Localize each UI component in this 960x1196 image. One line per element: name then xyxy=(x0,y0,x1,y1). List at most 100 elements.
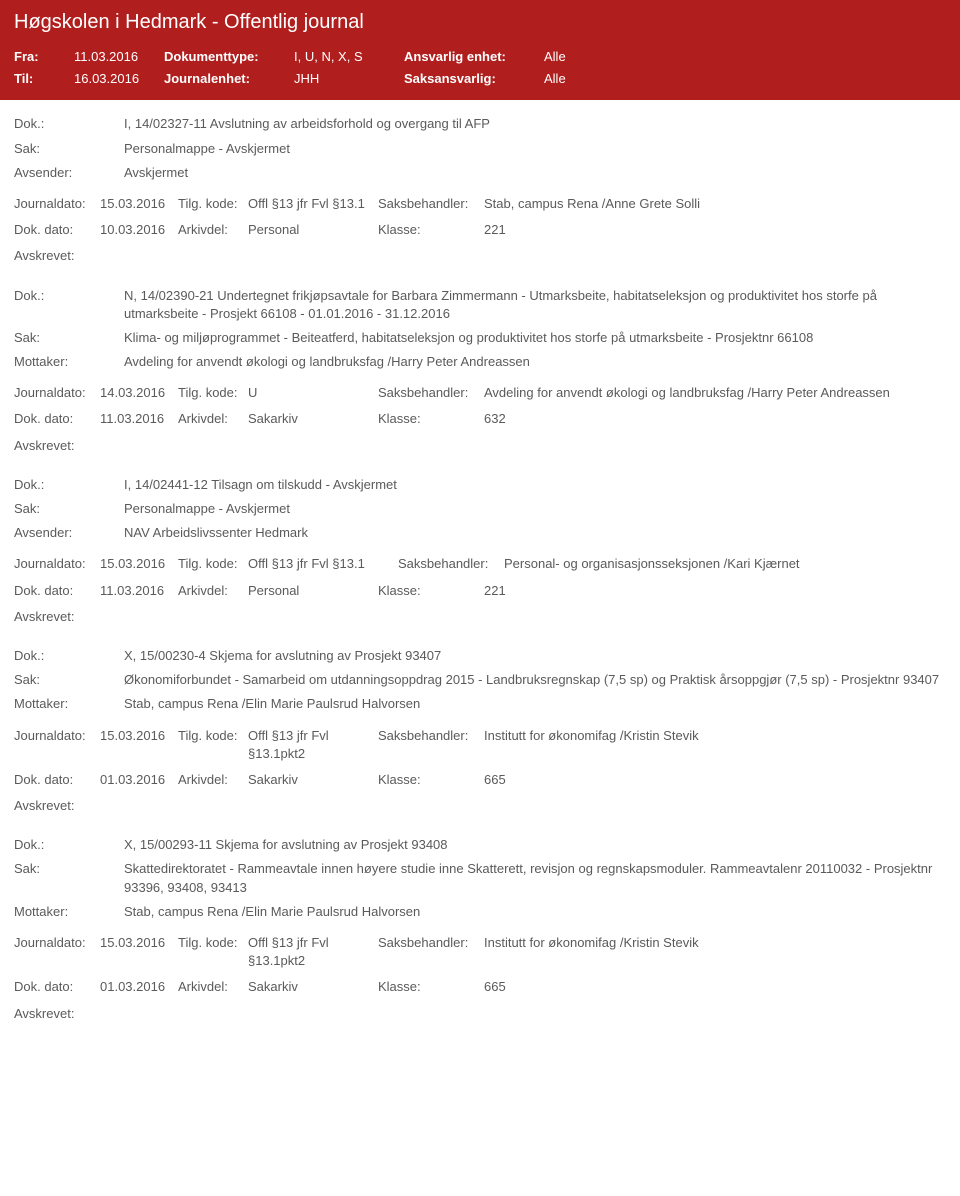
party-label: Mottaker: xyxy=(14,903,124,921)
sak-value: Personalmappe - Avskjermet xyxy=(124,140,946,158)
sak-value: Økonomiforbundet - Samarbeid om utdannin… xyxy=(124,671,946,689)
til-value: 16.03.2016 xyxy=(74,70,164,88)
dok-label: Dok.: xyxy=(14,836,124,854)
journaldato-label: Journaldato: xyxy=(14,384,100,402)
sak-label: Sak: xyxy=(14,140,124,158)
party-value: Stab, campus Rena /Elin Marie Paulsrud H… xyxy=(124,695,946,713)
tilgkode-label: Tilg. kode: xyxy=(178,384,248,402)
arkivdel-value: Sakarkiv xyxy=(248,410,378,428)
fra-value: 11.03.2016 xyxy=(74,48,164,66)
entries-list: Dok.:I, 14/02327-11 Avslutning av arbeid… xyxy=(0,100,960,1028)
tilgkode-label: Tilg. kode: xyxy=(178,934,248,952)
journal-entry: Dok.:I, 14/02441-12 Tilsagn om tilskudd … xyxy=(0,461,960,632)
journal-entry: Dok.:I, 14/02327-11 Avslutning av arbeid… xyxy=(0,100,960,271)
arkivdel-label: Arkivdel: xyxy=(178,410,248,428)
tilgkode-label: Tilg. kode: xyxy=(178,195,248,213)
saksansvarlig-value: Alle xyxy=(544,70,566,88)
klasse-label: Klasse: xyxy=(378,978,484,996)
dok-value: X, 15/00230-4 Skjema for avslutning av P… xyxy=(124,647,946,665)
arkivdel-value: Sakarkiv xyxy=(248,771,378,789)
saksbehandler-label: Saksbehandler: xyxy=(378,195,484,213)
journal-entry: Dok.:N, 14/02390-21 Undertegnet frikjøps… xyxy=(0,272,960,461)
avskrevet-label: Avskrevet: xyxy=(0,602,960,632)
dokdato-label: Dok. dato: xyxy=(14,582,100,600)
dok-value: N, 14/02390-21 Undertegnet frikjøpsavtal… xyxy=(124,287,946,323)
party-value: Avdeling for anvendt økologi og landbruk… xyxy=(124,353,946,371)
sak-value: Skattedirektoratet - Rammeavtale innen h… xyxy=(124,860,946,896)
saksbehandler-value: Avdeling for anvendt økologi og landbruk… xyxy=(484,384,946,402)
klasse-label: Klasse: xyxy=(378,582,484,600)
arkivdel-label: Arkivdel: xyxy=(178,221,248,239)
avskrevet-label: Avskrevet: xyxy=(0,431,960,461)
arkivdel-value: Personal xyxy=(248,582,378,600)
saksbehandler-value: Personal- og organisasjonsseksjonen /Kar… xyxy=(504,555,946,573)
saksbehandler-label: Saksbehandler: xyxy=(378,727,484,745)
dokdato-label: Dok. dato: xyxy=(14,978,100,996)
filter-header: Fra: 11.03.2016 Dokumenttype: I, U, N, X… xyxy=(0,42,960,100)
dok-label: Dok.: xyxy=(14,115,124,133)
sak-value: Klima- og miljøprogrammet - Beiteatferd,… xyxy=(124,329,946,347)
journaldato-value: 15.03.2016 xyxy=(100,934,178,952)
dok-value: I, 14/02327-11 Avslutning av arbeidsforh… xyxy=(124,115,946,133)
journalenhet-value: JHH xyxy=(294,70,404,88)
klasse-value: 665 xyxy=(484,771,946,789)
journaldato-value: 15.03.2016 xyxy=(100,195,178,213)
avskrevet-label: Avskrevet: xyxy=(0,791,960,821)
journaldato-value: 15.03.2016 xyxy=(100,727,178,745)
journaldato-value: 14.03.2016 xyxy=(100,384,178,402)
til-label: Til: xyxy=(14,70,74,88)
journaldato-label: Journaldato: xyxy=(14,195,100,213)
klasse-label: Klasse: xyxy=(378,410,484,428)
saksbehandler-label: Saksbehandler: xyxy=(398,555,504,573)
arkivdel-label: Arkivdel: xyxy=(178,771,248,789)
party-value: Stab, campus Rena /Elin Marie Paulsrud H… xyxy=(124,903,946,921)
party-label: Avsender: xyxy=(14,164,124,182)
dokdato-value: 11.03.2016 xyxy=(100,582,178,600)
dokdato-value: 01.03.2016 xyxy=(100,771,178,789)
ansvarlig-label: Ansvarlig enhet: xyxy=(404,48,544,66)
journal-entry: Dok.:X, 15/00230-4 Skjema for avslutning… xyxy=(0,632,960,821)
dok-label: Dok.: xyxy=(14,287,124,323)
sak-value: Personalmappe - Avskjermet xyxy=(124,500,946,518)
arkivdel-value: Sakarkiv xyxy=(248,978,378,996)
saksbehandler-label: Saksbehandler: xyxy=(378,934,484,952)
dokdato-label: Dok. dato: xyxy=(14,410,100,428)
saksansvarlig-label: Saksansvarlig: xyxy=(404,70,544,88)
party-label: Mottaker: xyxy=(14,353,124,371)
arkivdel-label: Arkivdel: xyxy=(178,582,248,600)
dokdato-value: 10.03.2016 xyxy=(100,221,178,239)
sak-label: Sak: xyxy=(14,860,124,896)
dok-value: I, 14/02441-12 Tilsagn om tilskudd - Avs… xyxy=(124,476,946,494)
doktype-label: Dokumenttype: xyxy=(164,48,294,66)
party-value: Avskjermet xyxy=(124,164,946,182)
arkivdel-label: Arkivdel: xyxy=(178,978,248,996)
doktype-value: I, U, N, X, S xyxy=(294,48,404,66)
klasse-value: 665 xyxy=(484,978,946,996)
tilgkode-value: Offl §13 jfr Fvl §13.1pkt2 xyxy=(248,934,378,970)
dokdato-label: Dok. dato: xyxy=(14,771,100,789)
dokdato-value: 11.03.2016 xyxy=(100,410,178,428)
fra-label: Fra: xyxy=(14,48,74,66)
avskrevet-label: Avskrevet: xyxy=(0,999,960,1029)
saksbehandler-value: Institutt for økonomifag /Kristin Stevik xyxy=(484,934,946,952)
party-value: NAV Arbeidslivssenter Hedmark xyxy=(124,524,946,542)
tilgkode-label: Tilg. kode: xyxy=(178,727,248,745)
arkivdel-value: Personal xyxy=(248,221,378,239)
avskrevet-label: Avskrevet: xyxy=(0,241,960,271)
tilgkode-value: U xyxy=(248,384,378,402)
klasse-value: 632 xyxy=(484,410,946,428)
klasse-label: Klasse: xyxy=(378,221,484,239)
ansvarlig-value: Alle xyxy=(544,48,566,66)
saksbehandler-value: Institutt for økonomifag /Kristin Stevik xyxy=(484,727,946,745)
klasse-label: Klasse: xyxy=(378,771,484,789)
journal-entry: Dok.:X, 15/00293-11 Skjema for avslutnin… xyxy=(0,821,960,1029)
dok-label: Dok.: xyxy=(14,647,124,665)
sak-label: Sak: xyxy=(14,500,124,518)
klasse-value: 221 xyxy=(484,582,946,600)
dok-value: X, 15/00293-11 Skjema for avslutning av … xyxy=(124,836,946,854)
sak-label: Sak: xyxy=(14,329,124,347)
sak-label: Sak: xyxy=(14,671,124,689)
journaldato-value: 15.03.2016 xyxy=(100,555,178,573)
tilgkode-value: Offl §13 jfr Fvl §13.1 xyxy=(248,555,398,573)
page-title: Høgskolen i Hedmark - Offentlig journal xyxy=(0,0,960,42)
